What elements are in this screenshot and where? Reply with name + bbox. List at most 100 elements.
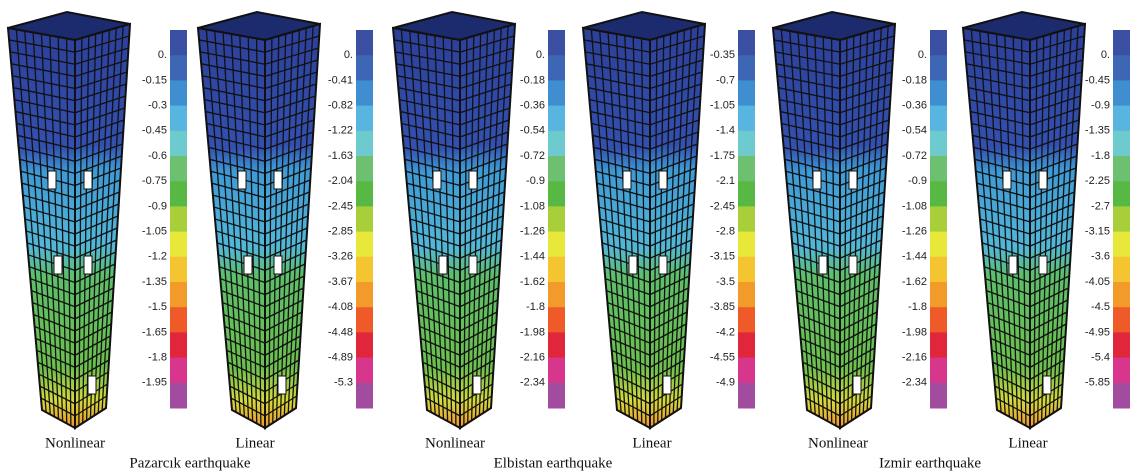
colorbar-band <box>170 332 187 359</box>
tower <box>771 10 897 430</box>
model-caption: Linear <box>632 435 671 451</box>
colorbar-band <box>930 382 947 409</box>
colorbar-label: -2.34 <box>902 377 927 389</box>
opening <box>628 255 638 275</box>
colorbar-label: -3.26 <box>328 251 353 263</box>
colorbar-band <box>356 105 373 132</box>
opening <box>848 170 858 190</box>
colorbar-band <box>170 382 187 409</box>
colorbar-label: -2.16 <box>902 352 927 364</box>
colorbar-label: -0.41 <box>328 74 353 86</box>
colorbar-label: -0.9 <box>908 175 927 187</box>
mesh-line <box>1004 35 1019 422</box>
colorbar-label: 0. <box>1101 49 1110 61</box>
colorbar-label: -3.6 <box>1091 251 1110 263</box>
colorbar-band <box>356 55 373 81</box>
mesh-line <box>247 36 258 424</box>
colorbar-label: -3.67 <box>328 276 353 288</box>
mesh-line <box>599 30 626 415</box>
mesh-line <box>40 33 60 420</box>
colorbar-band <box>548 30 565 56</box>
colorbar-band <box>356 206 373 233</box>
colorbar-band <box>170 105 187 132</box>
mesh-line <box>222 32 246 417</box>
mesh-line <box>653 37 658 426</box>
colorbar-label: -0.54 <box>520 125 545 137</box>
mesh-line <box>400 29 432 413</box>
colorbar-band <box>738 307 755 333</box>
mesh-line <box>664 31 679 419</box>
colorbar-label: -0.9 <box>1091 100 1110 112</box>
colorbar-band <box>170 357 187 384</box>
mesh-line <box>624 35 639 422</box>
mesh-line <box>668 29 686 416</box>
colorbar-band <box>548 357 565 384</box>
mesh-line <box>268 37 273 426</box>
colorbar-band <box>356 256 373 283</box>
mesh-line <box>590 29 622 413</box>
colorbar-label: -0.9 <box>526 175 545 187</box>
opening <box>277 375 287 395</box>
mesh-line <box>814 35 829 422</box>
mesh-line <box>482 27 502 414</box>
colorbar-label: -1.8 <box>908 301 927 313</box>
colorbar-label: -2.85 <box>328 226 353 238</box>
group-caption: Izmir earthquake <box>879 455 981 471</box>
colorbar-label: -1.8 <box>526 301 545 313</box>
mesh-line <box>239 35 254 422</box>
colorbar-label: -2.34 <box>520 377 545 389</box>
colorbar-band <box>1113 332 1130 359</box>
colorbar-band <box>738 30 755 56</box>
colorbar-label: -4.55 <box>710 352 735 364</box>
colorbar-band <box>1113 30 1130 56</box>
colorbar-band <box>738 282 755 308</box>
colorbar-band <box>548 105 565 132</box>
opening <box>47 170 57 190</box>
tower <box>961 10 1087 430</box>
colorbar-label: -0.45 <box>142 125 167 137</box>
colorbar-label: -0.18 <box>902 74 927 86</box>
colorbar-label: -0.6 <box>148 150 167 162</box>
mesh-line <box>291 25 314 411</box>
mesh-line <box>847 35 855 424</box>
colorbar-label: -0.36 <box>520 100 545 112</box>
colorbar-label: -0.72 <box>520 150 545 162</box>
colorbar-label: -0.7 <box>716 74 735 86</box>
opening <box>1002 170 1012 190</box>
mesh-line <box>672 27 692 414</box>
opening <box>1038 255 1048 275</box>
colorbar-label: -4.9 <box>716 377 735 389</box>
opening <box>662 375 672 395</box>
colorbar-band <box>930 156 947 182</box>
colorbar-label: -0.75 <box>142 175 167 187</box>
colorbar-label: -1.75 <box>710 150 735 162</box>
colorbar-band <box>738 231 755 258</box>
colorbar-band <box>738 80 755 107</box>
colorbar-label: -4.95 <box>1085 326 1110 338</box>
colorbar-label: -4.08 <box>328 301 353 313</box>
colorbar-band <box>170 256 187 283</box>
colorbar-label: 0. <box>158 49 167 61</box>
colorbar-band <box>356 80 373 107</box>
colorbar-label: -2.25 <box>1085 175 1110 187</box>
mesh-line <box>272 35 280 424</box>
colorbar-band <box>548 307 565 333</box>
mesh-line <box>15 29 47 413</box>
colorbar-label: -0.35 <box>710 49 735 61</box>
colorbar-band <box>1113 307 1130 333</box>
opening <box>273 170 283 190</box>
colorbar-label: -1.35 <box>1085 125 1110 137</box>
opening <box>468 170 478 190</box>
colorbar-label: -1.08 <box>902 200 927 212</box>
colorbar-band <box>170 156 187 182</box>
mesh-line <box>82 35 90 424</box>
mesh-line <box>89 31 104 419</box>
mesh-line <box>205 29 237 413</box>
mesh-line <box>866 25 889 411</box>
opening <box>812 170 822 190</box>
colorbar-band <box>548 206 565 233</box>
colorbar-label: -1.22 <box>328 125 353 137</box>
opening <box>852 375 862 395</box>
opening <box>658 170 668 190</box>
